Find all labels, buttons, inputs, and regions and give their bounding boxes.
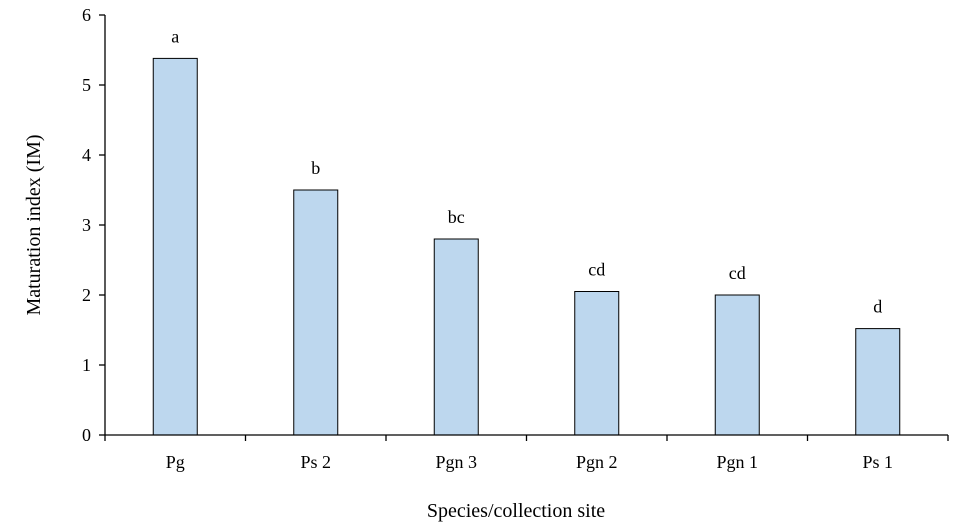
- y-tick-label: 0: [82, 425, 91, 445]
- x-axis-title: Species/collection site: [427, 500, 605, 522]
- x-tick-label: Pg: [166, 452, 185, 472]
- y-axis-title: Maturation index (IM): [23, 134, 45, 315]
- y-tick-label: 4: [82, 145, 91, 165]
- bar: [293, 189, 339, 436]
- x-tick-label: Ps 1: [862, 452, 893, 472]
- bar-data-label: cd: [588, 260, 605, 280]
- bar-data-label: b: [311, 158, 320, 178]
- bar-data-label: bc: [448, 207, 465, 227]
- x-ticks-group: Pg Ps 2 Pgn 3 Pgn 2 Pgn 1 Ps 1: [104, 435, 949, 472]
- x-tick-label: Ps 2: [300, 452, 331, 472]
- bar: [574, 291, 620, 436]
- x-tick-label: Pgn 2: [576, 452, 618, 472]
- bar-data-label: a: [171, 26, 179, 46]
- bar: [152, 57, 198, 436]
- y-tick-label: 2: [82, 285, 91, 305]
- y-tick-label: 1: [82, 355, 91, 375]
- data-labels-group: a b bc cd cd d: [171, 26, 882, 316]
- bar-data-label: d: [873, 297, 882, 317]
- bar: [433, 238, 479, 436]
- bar-data-label: cd: [729, 263, 746, 283]
- y-ticks-group: 0 1 2 3 4 5 6: [82, 5, 105, 445]
- bar: [714, 294, 760, 436]
- y-tick-label: 6: [82, 5, 91, 25]
- y-tick-label: 5: [82, 75, 91, 95]
- bars-group: [152, 57, 901, 436]
- x-tick-label: Pgn 1: [716, 452, 758, 472]
- bar: [855, 328, 901, 436]
- y-tick-label: 3: [82, 215, 91, 235]
- x-tick-label: Pgn 3: [435, 452, 477, 472]
